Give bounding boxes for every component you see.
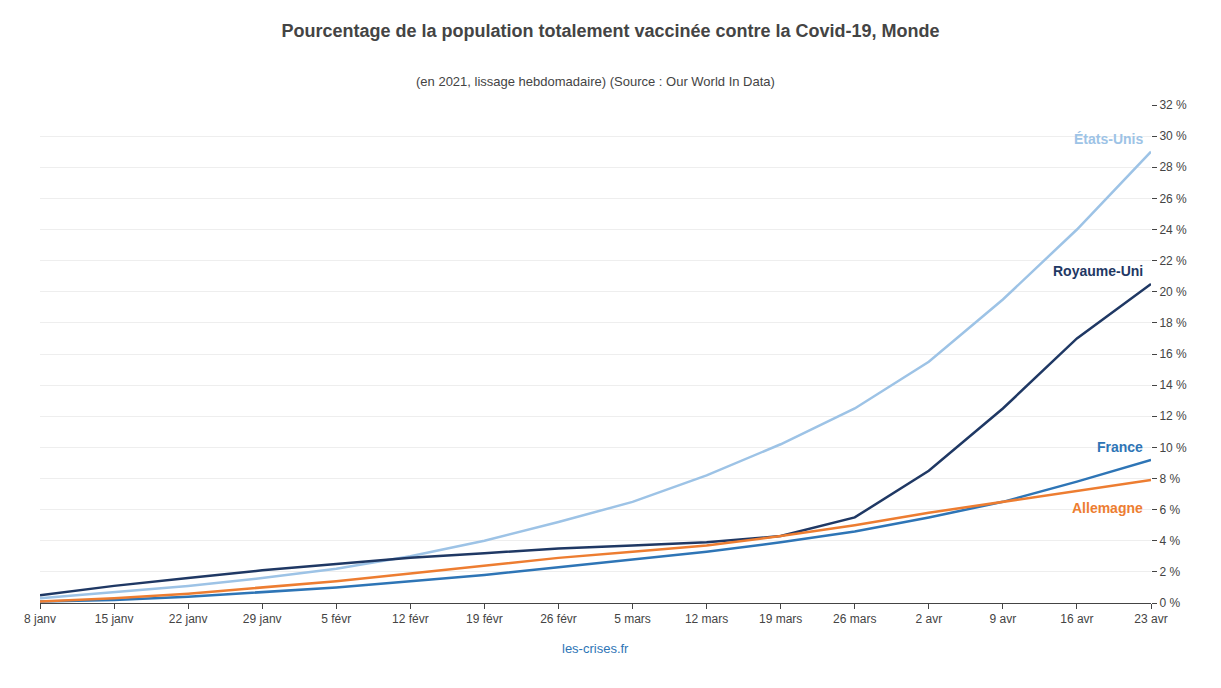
svg-text:16 %: 16 %: [1159, 347, 1187, 361]
svg-text:28 %: 28 %: [1159, 160, 1187, 174]
svg-text:0 %: 0 %: [1159, 596, 1180, 610]
svg-text:16 avr: 16 avr: [1060, 612, 1093, 626]
svg-text:22 %: 22 %: [1159, 254, 1187, 268]
svg-text:12 %: 12 %: [1159, 409, 1187, 423]
svg-text:32 %: 32 %: [1159, 98, 1187, 112]
svg-text:29 janv: 29 janv: [243, 612, 282, 626]
svg-text:les-crises.fr: les-crises.fr: [562, 641, 629, 656]
svg-text:18 %: 18 %: [1159, 316, 1187, 330]
svg-text:2 avr: 2 avr: [915, 612, 942, 626]
svg-text:30 %: 30 %: [1159, 129, 1187, 143]
svg-text:5 févr: 5 févr: [321, 612, 351, 626]
svg-text:Royaume-Uni: Royaume-Uni: [1053, 263, 1143, 279]
svg-text:2 %: 2 %: [1159, 565, 1180, 579]
svg-text:États-Unis: États-Unis: [1074, 131, 1143, 147]
svg-text:14 %: 14 %: [1159, 378, 1187, 392]
svg-text:26 %: 26 %: [1159, 192, 1187, 206]
svg-text:9 avr: 9 avr: [990, 612, 1017, 626]
svg-text:23 avr: 23 avr: [1134, 612, 1167, 626]
svg-text:19 mars: 19 mars: [759, 612, 802, 626]
svg-text:12 févr: 12 févr: [392, 612, 429, 626]
svg-text:Pourcentage de la population t: Pourcentage de la population totalement …: [281, 21, 939, 41]
svg-text:5 mars: 5 mars: [614, 612, 651, 626]
svg-text:26 févr: 26 févr: [540, 612, 577, 626]
svg-text:19 févr: 19 févr: [466, 612, 503, 626]
svg-text:15 janv: 15 janv: [95, 612, 134, 626]
svg-text:24 %: 24 %: [1159, 223, 1187, 237]
svg-text:(en 2021, lissage hebdomadaire: (en 2021, lissage hebdomadaire) (Source …: [416, 74, 775, 89]
svg-text:8 %: 8 %: [1159, 472, 1180, 486]
svg-text:4 %: 4 %: [1159, 534, 1180, 548]
svg-text:10 %: 10 %: [1159, 441, 1187, 455]
svg-text:22 janv: 22 janv: [169, 612, 208, 626]
svg-text:8 janv: 8 janv: [24, 612, 56, 626]
svg-text:6 %: 6 %: [1159, 503, 1180, 517]
svg-text:France: France: [1097, 439, 1143, 455]
svg-text:20 %: 20 %: [1159, 285, 1187, 299]
svg-text:12 mars: 12 mars: [685, 612, 728, 626]
svg-text:26 mars: 26 mars: [833, 612, 876, 626]
svg-text:Allemagne: Allemagne: [1072, 500, 1143, 516]
